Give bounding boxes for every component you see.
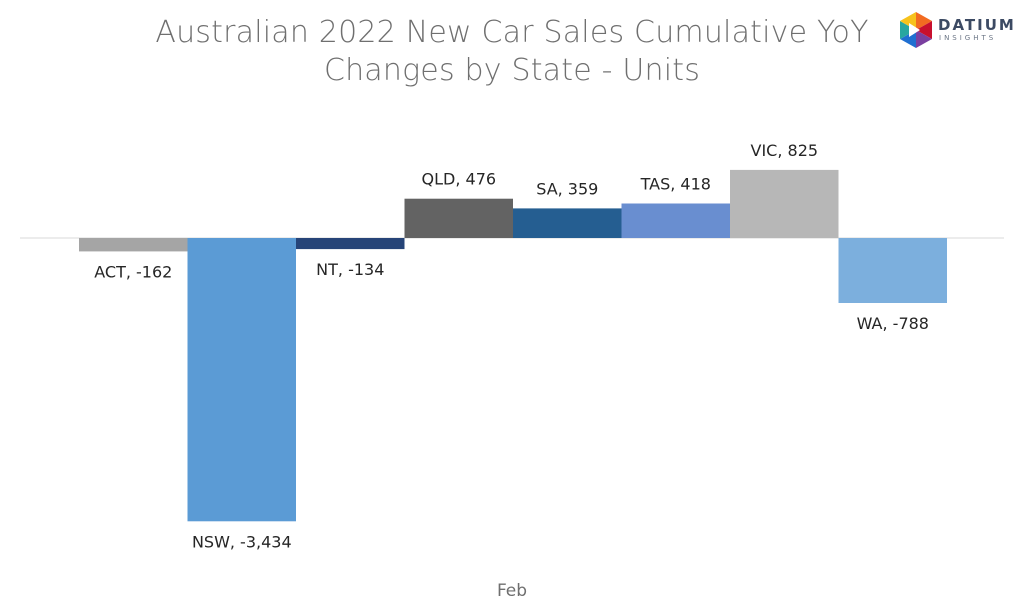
datium-logo: DATIUM INSIGHTS (898, 10, 1020, 56)
data-label-sa: SA, 359 (536, 179, 598, 198)
bar-tas (621, 203, 730, 238)
chart-title-line-2: Changes by State - Units (323, 53, 701, 88)
data-label-tas: TAS, 418 (640, 175, 711, 194)
data-label-qld: QLD, 476 (422, 170, 497, 189)
bar-qld (404, 198, 513, 238)
data-label-wa: WA, -788 (857, 314, 929, 333)
category-axis-label: Feb (496, 581, 528, 601)
chart-title: Australian 2022 New Car Sales Cumulative… (0, 14, 1024, 90)
datium-logo-icon (900, 12, 932, 48)
bar-nsw (187, 238, 296, 522)
logo-subtitle: INSIGHTS (939, 34, 997, 42)
data-label-nt: NT, -134 (316, 260, 384, 279)
chart-title-line-1: Australian 2022 New Car Sales Cumulative… (155, 15, 869, 50)
logo-wordmark: DATIUM (938, 16, 1016, 34)
bar-wa (838, 238, 947, 303)
data-label-act: ACT, -162 (94, 262, 172, 281)
bar-vic (730, 169, 839, 238)
bar-act (79, 238, 188, 252)
bar-nt (296, 238, 405, 250)
data-label-nsw: NSW, -3,434 (192, 532, 292, 551)
data-label-vic: VIC, 825 (751, 141, 819, 160)
bar-sa (513, 208, 622, 238)
